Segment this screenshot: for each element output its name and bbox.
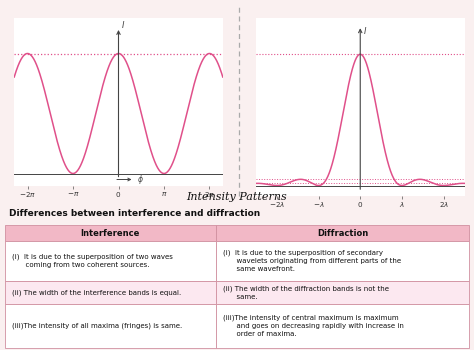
- Bar: [216, 225, 469, 242]
- Text: Intensity Patterns: Intensity Patterns: [187, 192, 287, 202]
- Text: (b) Diffraction: (b) Diffraction: [331, 235, 390, 244]
- Bar: [216, 241, 469, 281]
- Text: (ii) The width of the diffraction bands is not the
      same.: (ii) The width of the diffraction bands …: [223, 285, 389, 300]
- Bar: [5, 241, 216, 281]
- Text: (ii) The width of the interference bands is equal.: (ii) The width of the interference bands…: [12, 289, 181, 295]
- Text: $\phi$: $\phi$: [137, 173, 144, 186]
- Text: (i)  It is due to the superposition of secondary
      wavelets originating from: (i) It is due to the superposition of se…: [223, 250, 401, 272]
- Text: (a) Interference: (a) Interference: [86, 232, 151, 241]
- Text: $I$: $I$: [363, 25, 367, 36]
- Text: Interference: Interference: [81, 229, 140, 238]
- Text: (iii)The intensity of central maximum is maximum
      and goes on decreasing ra: (iii)The intensity of central maximum is…: [223, 315, 404, 337]
- Text: (i)  It is due to the superposition of two waves
      coming from two coherent : (i) It is due to the superposition of tw…: [12, 254, 173, 268]
- Bar: [5, 225, 216, 242]
- Text: Differences between interference and diffraction: Differences between interference and dif…: [9, 209, 261, 218]
- Bar: [5, 304, 216, 348]
- Bar: [216, 304, 469, 348]
- Text: Diffraction: Diffraction: [317, 229, 368, 238]
- Text: (iii)The intensity of all maxima (fringes) is same.: (iii)The intensity of all maxima (fringe…: [12, 323, 182, 329]
- Bar: [5, 281, 216, 304]
- Text: $I$: $I$: [121, 19, 125, 30]
- Bar: [216, 281, 469, 304]
